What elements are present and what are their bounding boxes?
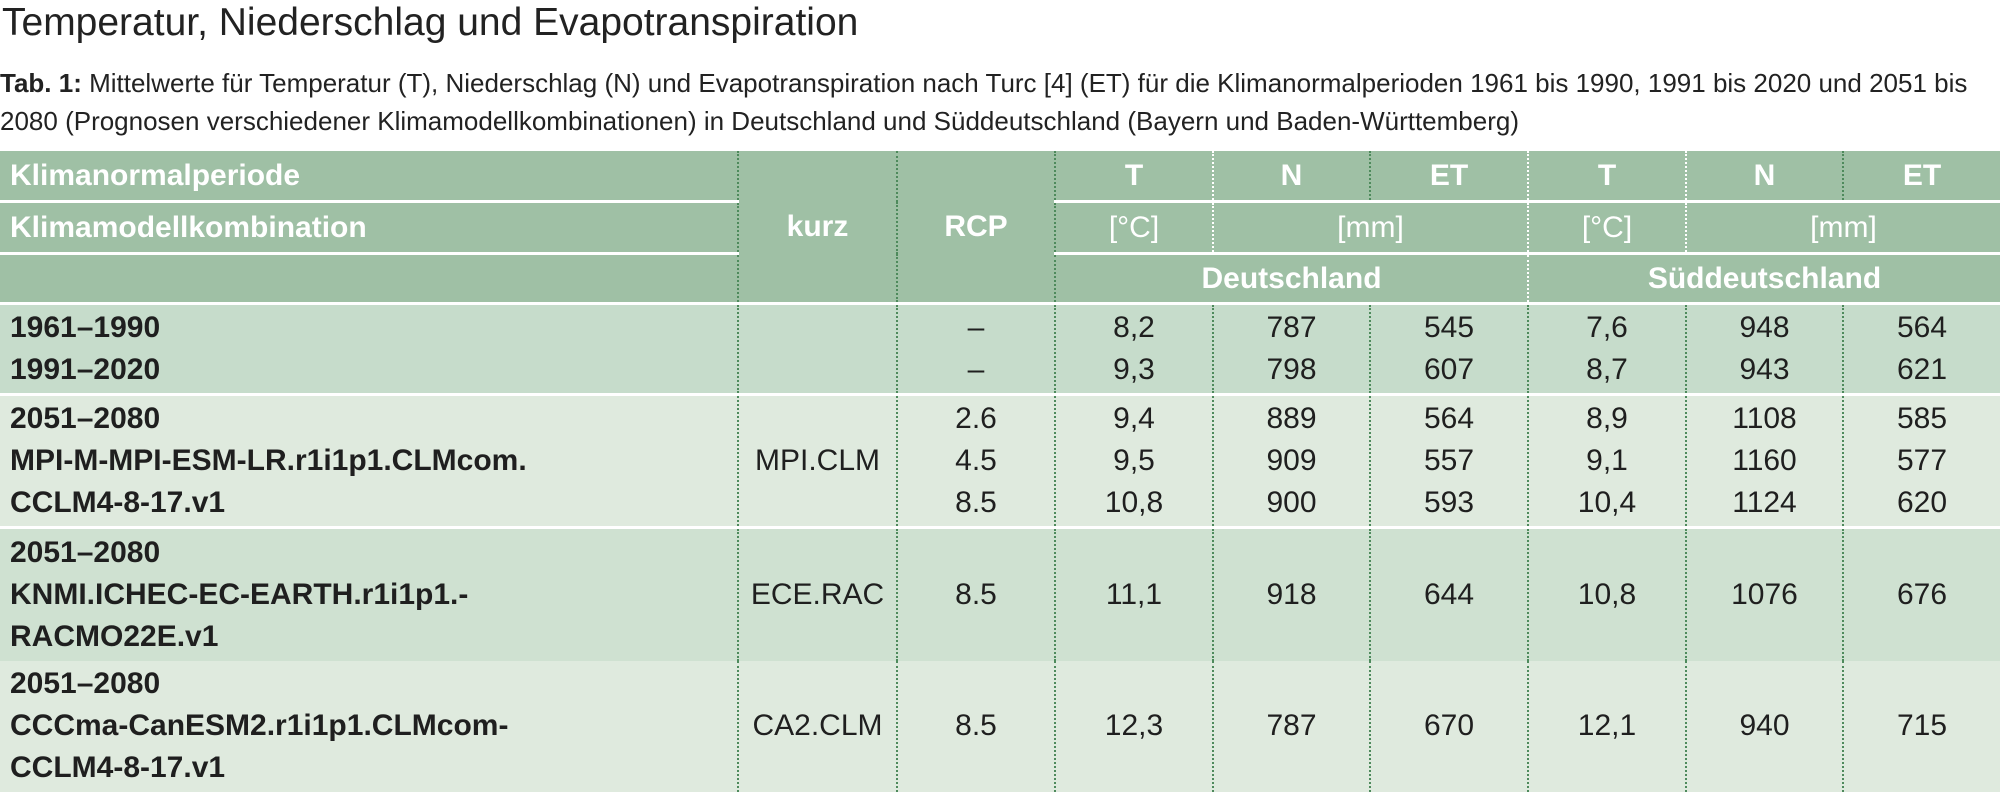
cell-sd-n: 1108	[1732, 402, 1797, 435]
cell-rcp: 4.5	[955, 444, 997, 477]
header-klimamodellkombination: Klimamodellkombination	[0, 201, 738, 255]
header-klimanormalperiode: Klimanormalperiode	[0, 151, 738, 203]
cell-sd-et: 621	[1896, 353, 1948, 386]
header-de-n: N	[1212, 151, 1370, 203]
cell-de-et: 557	[1423, 444, 1475, 477]
cell-rcp: 8.5	[955, 486, 997, 519]
table-row: 2051–2080 MPI-M-MPI-ESM-LR.r1i1p1.CLMcom…	[0, 393, 2000, 528]
cell-sd-t: 10,4	[1577, 486, 1637, 519]
table-row: 2051–2080 KNMI.ICHEC-EC-EARTH.r1i1p1.- R…	[0, 526, 2000, 661]
cell-sd-n: 940	[1685, 660, 1843, 792]
cell-de-t: 9,3	[1113, 353, 1155, 386]
cell-de-n: 918	[1212, 526, 1370, 661]
cell-sd-n: 943	[1739, 353, 1790, 386]
header-sd-n: N	[1685, 151, 1843, 203]
cell-sd-et: 676	[1842, 526, 2000, 661]
caption-text: Mittelwerte für Temperatur (T), Niedersc…	[0, 68, 1968, 136]
row-label: CCCma-CanESM2.r1i1p1.CLMcom-	[10, 709, 509, 742]
header-de-unit-t: [°C]	[1054, 201, 1213, 255]
cell-kurz: CA2.CLM	[737, 660, 897, 792]
cell-kurz	[737, 302, 897, 395]
row-label: 2051–2080	[10, 402, 161, 435]
caption-label: Tab. 1:	[0, 68, 82, 98]
cell-sd-t: 9,1	[1586, 444, 1628, 477]
cell-sd-t: 10,8	[1527, 526, 1686, 661]
cell-de-t: 12,3	[1054, 660, 1213, 792]
cell-kurz: ECE.RAC	[737, 526, 897, 661]
cell-de-n: 900	[1266, 486, 1317, 519]
row-label: MPI-M-MPI-ESM-LR.r1i1p1.CLMcom.	[10, 444, 527, 477]
cell-sd-t: 8,9	[1586, 402, 1628, 435]
cell-sd-t: 8,7	[1586, 353, 1628, 386]
row-label: CCLM4-8-17.v1	[10, 751, 226, 784]
cell-de-et: 593	[1423, 486, 1475, 519]
row-label: RACMO22E.v1	[10, 619, 219, 653]
table-row: 2051–2080 CCCma-CanESM2.r1i1p1.CLMcom- C…	[0, 660, 2000, 792]
cell-de-t: 10,8	[1104, 486, 1164, 519]
cell-sd-et: 585	[1896, 402, 1948, 435]
row-label: CCLM4-8-17.v1	[10, 486, 226, 519]
row-label: 2051–2080	[10, 667, 161, 700]
climate-table: Klimanormalperiode kurz RCP T N ET T N E…	[0, 151, 2000, 792]
header-row-3: Deutschland Süddeutschland	[0, 253, 2000, 304]
cell-rcp: –	[967, 353, 985, 386]
header-region-deutschland: Deutschland	[1054, 253, 1528, 304]
cell-de-et: 644	[1369, 526, 1528, 661]
cell-de-t: 11,1	[1054, 526, 1213, 661]
cell-kurz: MPI.CLM	[737, 393, 897, 528]
cell-sd-t: 12,1	[1527, 660, 1686, 792]
cell-de-n: 798	[1266, 353, 1317, 386]
header-de-et: ET	[1369, 151, 1528, 203]
cell-sd-et: 620	[1896, 486, 1948, 519]
cell-de-et: 545	[1423, 311, 1475, 344]
cell-sd-et: 564	[1896, 311, 1948, 344]
cell-rcp: 2.6	[955, 402, 997, 435]
row-label: 1961–1990	[10, 311, 161, 344]
row-label: KNMI.ICHEC-EC-EARTH.r1i1p1.-	[10, 577, 469, 611]
cell-sd-n: 948	[1739, 311, 1790, 344]
cell-sd-t: 7,6	[1586, 311, 1628, 344]
header-rcp: RCP	[896, 151, 1055, 304]
cell-de-et: 564	[1423, 402, 1475, 435]
cell-de-t: 8,2	[1113, 311, 1155, 344]
cell-de-n: 787	[1212, 660, 1370, 792]
header-sd-unit-t: [°C]	[1527, 201, 1686, 255]
cell-de-t: 9,4	[1113, 402, 1155, 435]
cell-sd-et: 715	[1842, 660, 2000, 792]
table-caption: Tab. 1: Mittelwerte für Temperatur (T), …	[0, 64, 1990, 140]
header-sd-unit-mm: [mm]	[1685, 201, 2000, 255]
cell-rcp: –	[967, 311, 985, 344]
header-region-sueddeutschland: Süddeutschland	[1527, 253, 2000, 304]
header-row-1: Klimanormalperiode kurz RCP T N ET T N E…	[0, 151, 2000, 304]
cell-de-n: 909	[1266, 444, 1317, 477]
header-de-unit-mm: [mm]	[1212, 201, 1528, 255]
cell-sd-et: 577	[1896, 444, 1948, 477]
header-sd-t: T	[1527, 151, 1686, 203]
page-title: Temperatur, Niederschlag und Evapotransp…	[2, 1, 859, 44]
cell-rcp: 8.5	[896, 660, 1055, 792]
cell-de-et: 607	[1423, 353, 1475, 386]
cell-de-n: 787	[1266, 311, 1317, 344]
header-empty	[0, 253, 738, 304]
cell-sd-n: 1076	[1685, 526, 1843, 661]
row-label: 2051–2080	[10, 535, 161, 569]
cell-rcp: 8.5	[896, 526, 1055, 661]
cell-sd-n: 1124	[1732, 486, 1797, 519]
header-row-2: Klimamodellkombination [°C] [mm] [°C] [m…	[0, 201, 2000, 255]
cell-sd-n: 1160	[1732, 444, 1797, 477]
cell-de-n: 889	[1266, 402, 1317, 435]
cell-de-et: 670	[1369, 660, 1528, 792]
row-label: 1991–2020	[10, 353, 161, 386]
header-sd-et: ET	[1842, 151, 2000, 203]
cell-de-t: 9,5	[1113, 444, 1155, 477]
table-row: 1961–1990 1991–2020 – – 8,2 9,3 787 798 …	[0, 302, 2000, 395]
header-kurz: kurz	[737, 151, 897, 304]
header-de-t: T	[1054, 151, 1213, 203]
